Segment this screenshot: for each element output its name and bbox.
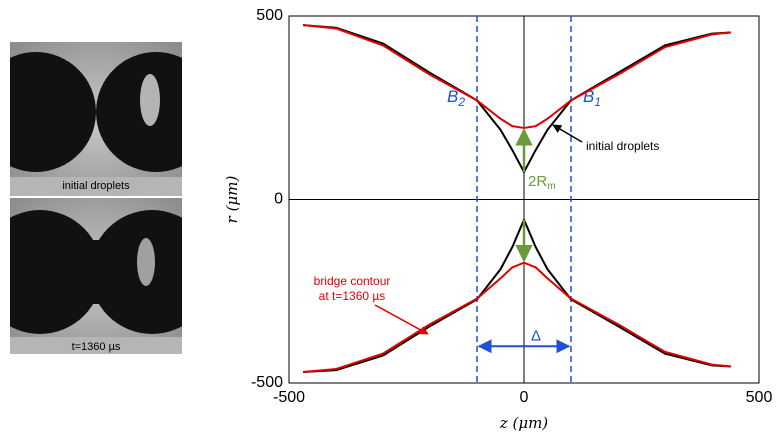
annotation-arrow: [374, 304, 429, 335]
series-line: [303, 24, 731, 373]
photo-bridge: [10, 198, 182, 354]
x-tick-label: 500: [746, 389, 773, 406]
x-tick-label: 0: [520, 389, 529, 406]
delta-label: Δ: [531, 327, 541, 344]
annotation-arrow: [552, 124, 583, 143]
photo-initial: [10, 42, 182, 196]
x-axis-label: z (μm): [499, 414, 548, 432]
x-tick-label: -500: [273, 389, 305, 406]
photo-caption: t=1360 µs: [72, 341, 121, 353]
bound-label: B2: [447, 87, 465, 109]
annotation: bridge contour at t=1360 µs: [314, 274, 391, 303]
y-tick-label: -500: [251, 374, 283, 391]
y-tick-label: 500: [256, 7, 283, 24]
y-axis-label: r (μm): [223, 176, 241, 224]
bound-label-main: B: [447, 87, 458, 106]
gap-label-main: 2R: [528, 173, 547, 190]
bound-label-sub: 1: [594, 95, 601, 109]
annotation: initial droplets: [586, 139, 659, 153]
photo-caption: initial droplets: [62, 180, 130, 192]
gap-label-sub: m: [547, 181, 555, 192]
series-line: [303, 24, 731, 373]
bound-label: B1: [583, 87, 601, 109]
bound-label-main: B: [583, 87, 594, 106]
annotation-line: bridge contour: [314, 274, 391, 288]
gap-label: 2Rm: [528, 173, 556, 192]
annotation-line: at t=1360 µs: [319, 289, 386, 303]
bound-label-sub: 2: [457, 95, 465, 109]
y-tick-label: 0: [274, 191, 283, 208]
